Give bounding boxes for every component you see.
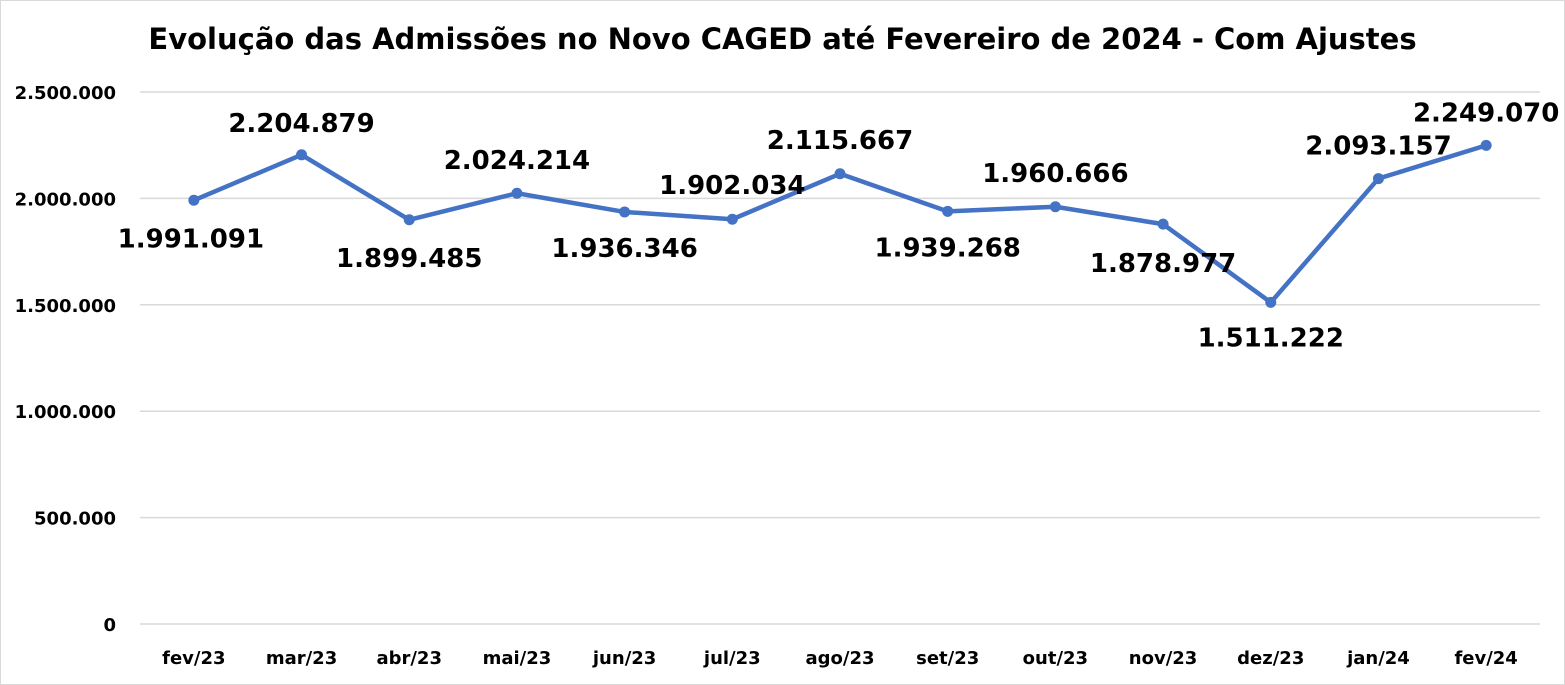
x-tick-label: out/23 [1023,648,1088,669]
x-tick-label: mai/23 [483,648,552,669]
data-label: 2.093.157 [1305,132,1451,162]
data-label: 2.024.214 [444,146,590,176]
data-point [188,194,200,206]
y-tick-label: 0 [103,615,116,636]
data-point [1049,201,1061,213]
data-label: 1.991.091 [118,224,264,254]
y-tick-label: 2.500.000 [15,83,116,104]
y-tick-label: 1.500.000 [15,296,116,317]
data-point [1372,173,1384,185]
x-tick-label: jul/23 [703,648,761,669]
data-label: 1.511.222 [1198,323,1344,353]
x-tick-label: mar/23 [266,648,337,669]
chart-title: Evolução das Admissões no Novo CAGED até… [148,22,1417,56]
data-label: 1.939.268 [874,233,1020,263]
y-tick-label: 500.000 [34,509,116,530]
data-point [619,206,631,218]
data-label: 1.878.977 [1090,249,1236,279]
data-point [834,168,846,180]
data-point [1265,296,1277,308]
data-point [942,205,954,217]
data-label: 2.249.070 [1413,98,1559,128]
data-point [296,149,308,161]
data-label: 1.899.485 [336,244,482,274]
x-tick-label: fev/24 [1454,648,1517,669]
x-tick-label: nov/23 [1129,648,1198,669]
y-tick-label: 2.000.000 [15,189,116,210]
x-tick-label: dez/23 [1237,648,1304,669]
data-point [1157,218,1169,230]
x-tick-label: jan/24 [1346,648,1410,669]
x-tick-label: ago/23 [805,648,874,669]
data-point [726,213,738,225]
data-point [511,187,523,199]
x-tick-label: abr/23 [376,648,442,669]
y-tick-label: 1.000.000 [15,402,116,423]
data-label: 1.902.034 [659,171,805,201]
data-label: 1.936.346 [551,234,697,264]
data-point [403,214,415,226]
x-tick-label: set/23 [916,648,979,669]
data-label: 2.204.879 [228,109,374,139]
data-point [1480,139,1492,151]
data-label: 2.115.667 [767,126,913,156]
x-tick-label: fev/23 [162,648,225,669]
x-tick-label: jun/23 [592,648,656,669]
data-label: 1.960.666 [982,159,1128,189]
